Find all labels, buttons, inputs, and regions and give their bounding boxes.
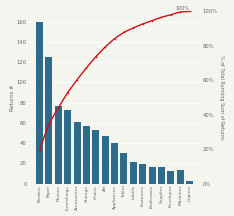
Bar [149,167,156,184]
Bar [121,153,128,184]
Bar [36,22,43,184]
Bar [111,143,118,184]
Bar [158,167,165,184]
Bar [83,126,90,184]
Bar [92,130,99,184]
Bar [45,57,52,184]
Y-axis label: % of Total Running Sum of Returns: % of Total Running Sum of Returns [219,55,224,140]
Bar [177,170,184,184]
Bar [139,164,146,184]
Bar [73,122,80,184]
Y-axis label: Returns #: Returns # [10,84,15,111]
Text: 100%: 100% [176,6,190,11]
Bar [55,106,62,184]
Bar [102,136,109,184]
Bar [64,110,71,184]
Bar [130,162,137,184]
Bar [186,181,193,184]
Bar [167,172,174,184]
